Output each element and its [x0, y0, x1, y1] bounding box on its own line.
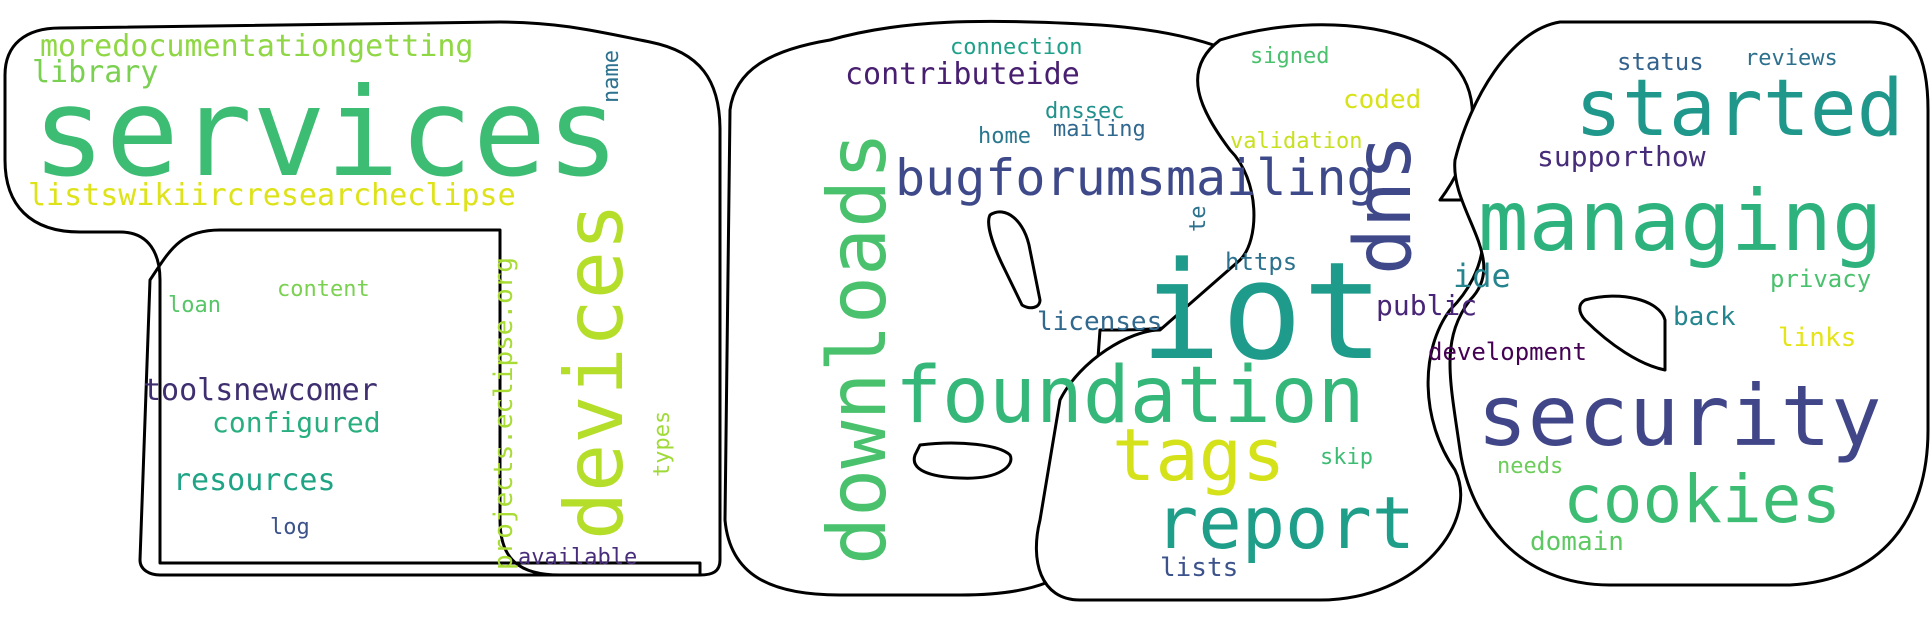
word-home: home	[978, 124, 1031, 149]
word-log: log	[270, 515, 310, 540]
words: services moredocumentationgetting librar…	[28, 29, 1904, 583]
word-development: development	[1428, 338, 1587, 366]
word-bugforumsmailing: bugforumsmailing	[895, 149, 1377, 207]
word-mailing: mailing	[1053, 117, 1146, 142]
word-status: status	[1617, 48, 1704, 76]
word-types: types	[650, 411, 675, 477]
mask-hole-2	[912, 441, 1013, 480]
word-te: te	[1186, 206, 1211, 233]
word-services: services	[32, 62, 620, 204]
word-content: content	[277, 277, 370, 302]
word-back: back	[1673, 302, 1736, 332]
word-needs: needs	[1497, 454, 1563, 479]
word-projects-eclipse-org: projects.eclipse.org	[489, 257, 519, 570]
word-dnssec: dnssec	[1045, 99, 1124, 124]
word-managing: managing	[1478, 172, 1883, 270]
word-foundation: foundation	[895, 351, 1365, 441]
mask-hole-1	[987, 210, 1042, 310]
word-https: https	[1225, 248, 1297, 276]
word-library: library	[32, 55, 158, 90]
letter-o-outline	[1034, 23, 1485, 602]
word-loan: loan	[168, 293, 221, 318]
word-cookies: cookies	[1563, 461, 1841, 538]
word-available: available	[518, 545, 637, 570]
word-moredocumentationgetting: moredocumentationgetting	[40, 29, 473, 64]
word-iot: iot	[1140, 233, 1384, 390]
word-downloads: downloads	[811, 132, 904, 565]
word-dns: dns	[1339, 134, 1429, 275]
word-public: public	[1376, 289, 1477, 322]
word-coded: coded	[1343, 85, 1421, 115]
word-report: report	[1155, 481, 1415, 565]
word-toolsnewcomer: toolsnewcomer	[143, 373, 378, 408]
word-configured: configured	[212, 406, 381, 439]
word-listswikiircresearcheclipse: listswikiircresearcheclipse	[28, 178, 516, 213]
word-validation: validation	[1230, 129, 1362, 154]
mask-hole-3	[1578, 294, 1667, 372]
word-resources: resources	[173, 463, 336, 498]
word-reviews: reviews	[1745, 46, 1838, 71]
mask-outline	[3, 19, 1930, 602]
word-privacy: privacy	[1770, 265, 1871, 293]
letter-t-outline	[3, 20, 722, 577]
word-name: name	[599, 50, 624, 103]
word-lists: lists	[1160, 553, 1238, 583]
word-devices: devices	[548, 203, 641, 540]
word-started: started	[1575, 64, 1904, 154]
letter-g-outline	[1448, 20, 1930, 587]
word-licenses: licenses	[1037, 307, 1162, 337]
word-supporthow: supporthow	[1537, 140, 1706, 173]
word-signed: signed	[1250, 44, 1329, 69]
word-skip: skip	[1320, 445, 1373, 470]
word-connection: connection	[950, 35, 1082, 60]
word-links: links	[1778, 323, 1856, 353]
word-security: security	[1477, 367, 1882, 465]
word-tags: tags	[1112, 413, 1285, 497]
word-domain: domain	[1530, 527, 1624, 557]
word-contributeide: contributeide	[845, 57, 1080, 92]
word-ide: ide	[1453, 257, 1511, 295]
